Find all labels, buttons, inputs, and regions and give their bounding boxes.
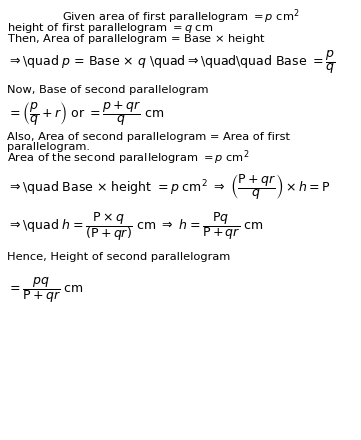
- Text: Hence, Height of second parallelogram: Hence, Height of second parallelogram: [7, 253, 230, 262]
- Text: $\Rightarrow$\quad Base $\times$ height $= p$ cm$^2$ $\Rightarrow$ $\left(\dfrac: $\Rightarrow$\quad Base $\times$ height …: [7, 172, 331, 202]
- Text: $\Rightarrow$\quad $h = \dfrac{\mathrm{P}\times q}{(\mathrm{P}+qr)}$ cm $\Righta: $\Rightarrow$\quad $h = \dfrac{\mathrm{P…: [7, 210, 264, 242]
- Text: Then, Area of parallelogram = Base $\times$ height: Then, Area of parallelogram = Base $\tim…: [7, 32, 266, 46]
- Text: Given area of first parallelogram $= p$ cm$^2$: Given area of first parallelogram $= p$ …: [62, 7, 299, 26]
- Text: Area of the second parallelogram $= p$ cm$^2$: Area of the second parallelogram $= p$ c…: [7, 149, 250, 167]
- Text: Also, Area of second parallelogram = Area of first: Also, Area of second parallelogram = Are…: [7, 132, 290, 142]
- Text: $= \dfrac{pq}{\mathrm{P}+qr}$ cm: $= \dfrac{pq}{\mathrm{P}+qr}$ cm: [7, 275, 84, 305]
- Text: height of first parallelogram $= q$ cm: height of first parallelogram $= q$ cm: [7, 21, 213, 35]
- Text: $= \left(\dfrac{p}{q}+r\right)$ or $= \dfrac{p+qr}{q}$ cm: $= \left(\dfrac{p}{q}+r\right)$ or $= \d…: [7, 99, 165, 128]
- Text: parallelogram.: parallelogram.: [7, 143, 90, 152]
- Text: $\Rightarrow$\quad $p$ = Base $\times$ $q$ \quad$\Rightarrow$\quad\quad Base $= : $\Rightarrow$\quad $p$ = Base $\times$ $…: [7, 48, 335, 77]
- Text: Now, Base of second parallelogram: Now, Base of second parallelogram: [7, 85, 209, 95]
